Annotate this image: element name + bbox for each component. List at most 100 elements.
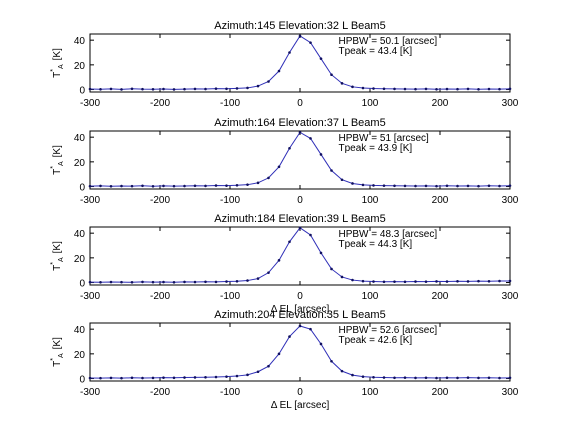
- y-tick-label: 40: [74, 229, 86, 240]
- data-point: [361, 279, 365, 283]
- data-point: [424, 280, 428, 283]
- data-point: [109, 184, 113, 188]
- x-tick-label: -300: [80, 195, 100, 206]
- subplot-1: Azimuth:145 Elevation:32 L Beam5 -300 -200…: [50, 20, 519, 109]
- y-axis-label-main: T: [52, 265, 63, 271]
- data-point: [361, 375, 365, 378]
- data-point: [288, 335, 291, 338]
- data-point: [445, 87, 449, 91]
- data-point: [288, 51, 291, 54]
- data-point: [414, 87, 417, 91]
- data-point: [88, 184, 92, 188]
- data-point: [487, 280, 491, 283]
- y-axis-label: T*A [K]: [50, 145, 65, 175]
- x-tick-label: -200: [150, 98, 170, 109]
- data-point: [466, 184, 470, 188]
- data-point: [445, 376, 449, 380]
- y-tick-label: 20: [74, 61, 86, 72]
- data-point: [477, 279, 480, 283]
- data-point: [88, 87, 92, 91]
- data-point: [330, 359, 333, 363]
- data-point: [246, 86, 249, 90]
- data-point: [141, 280, 144, 284]
- data-point: [225, 87, 228, 91]
- data-point: [382, 280, 386, 284]
- data-point: [88, 376, 92, 380]
- data-point: [277, 259, 281, 262]
- data-point: [246, 183, 249, 186]
- data-point: [235, 87, 239, 90]
- annotation-hpbw: HPBW = 50.1 [arcsec]: [339, 36, 438, 47]
- data-point: [162, 87, 165, 91]
- data-point: [382, 184, 386, 187]
- y-axis-label-unit: [K]: [52, 145, 63, 157]
- data-point: [351, 85, 354, 89]
- data-point: [99, 184, 102, 188]
- y-tick-label: 20: [74, 350, 86, 361]
- data-point: [298, 131, 302, 134]
- data-point: [130, 87, 134, 91]
- data-point: [445, 184, 449, 188]
- data-point: [298, 34, 302, 38]
- y-tick-label: 40: [74, 325, 86, 336]
- x-tick-label: 0: [297, 98, 303, 109]
- data-point: [109, 376, 113, 380]
- data-point: [151, 376, 155, 380]
- data-point: [225, 184, 228, 187]
- x-tick-label: -100: [220, 291, 240, 302]
- data-point: [414, 376, 417, 380]
- data-point: [456, 280, 459, 283]
- data-point: [141, 184, 144, 188]
- data-point: [424, 87, 428, 91]
- data-point: [309, 41, 312, 44]
- x-tick-label: 100: [362, 291, 379, 302]
- y-axis-label-unit: [K]: [52, 48, 63, 60]
- data-point: [204, 280, 207, 284]
- annotation-hpbw: HPBW = 52.6 [arcsec]: [339, 325, 438, 336]
- data-point: [330, 73, 333, 77]
- data-point: [246, 373, 249, 377]
- data-point: [298, 324, 302, 328]
- data-point: [193, 87, 197, 91]
- data-point: [382, 87, 386, 91]
- data-point: [204, 87, 207, 91]
- data-point: [99, 87, 102, 91]
- data-point: [267, 176, 270, 180]
- data-point: [372, 184, 375, 187]
- annotation-tpeak: Tpeak = 43.9 [K]: [339, 143, 413, 154]
- data-point: [130, 280, 134, 284]
- data-point: [466, 376, 470, 379]
- data-point: [172, 88, 176, 91]
- data-point: [351, 373, 354, 377]
- data-point: [288, 240, 291, 244]
- data-point: [225, 375, 228, 378]
- data-point: [309, 233, 312, 237]
- data-point: [319, 57, 323, 60]
- y-axis-label: T*A [K]: [50, 337, 65, 367]
- data-point: [235, 280, 239, 283]
- annotation-hpbw: HPBW = 51 [arcsec]: [339, 133, 430, 144]
- data-point: [414, 184, 417, 188]
- data-point: [414, 280, 417, 283]
- data-point: [193, 280, 197, 284]
- data-point: [403, 87, 407, 91]
- x-tick-label: 200: [432, 195, 449, 206]
- x-axis-label: Δ EL [arcsec]: [271, 304, 330, 315]
- data-point: [498, 87, 501, 91]
- data-point: [340, 369, 344, 373]
- x-tick-label: -100: [220, 387, 240, 398]
- data-point: [508, 184, 512, 187]
- y-tick-label: 20: [74, 254, 86, 265]
- subplot-title: Azimuth:164 Elevation:37 L Beam5: [214, 117, 385, 129]
- data-point: [214, 87, 218, 90]
- data-point: [319, 342, 323, 346]
- y-axis-label-unit: [K]: [52, 241, 63, 253]
- data-point: [477, 87, 480, 91]
- axes-frame: [89, 226, 511, 286]
- data-point: [130, 376, 134, 380]
- annotation-tpeak: Tpeak = 44.3 [K]: [339, 239, 413, 250]
- data-point: [424, 376, 428, 380]
- data-point: [372, 280, 375, 283]
